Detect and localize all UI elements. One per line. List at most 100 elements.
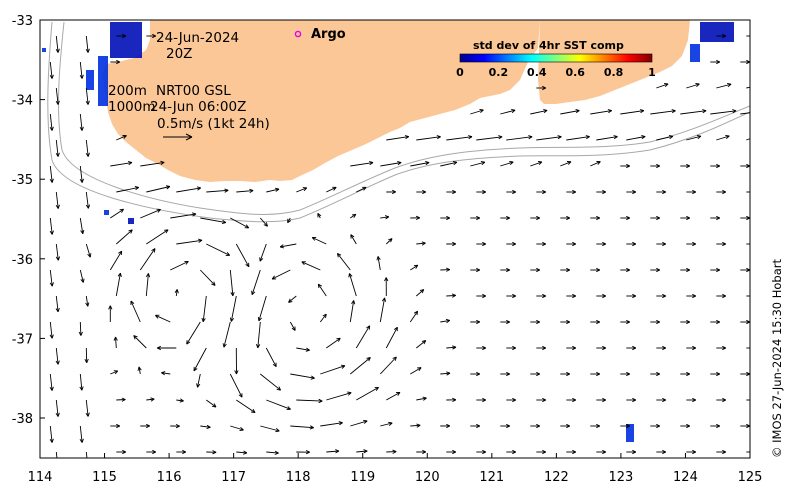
current-arrow bbox=[746, 138, 750, 141]
lat-axis: -33 -34 -35 -36 -37 -38 bbox=[12, 14, 45, 427]
current-arrowhead bbox=[662, 189, 667, 195]
scale-label: 0.5m/s (1kt 24h) bbox=[157, 116, 270, 132]
lon-tick-label: 115 bbox=[92, 470, 117, 485]
current-arrowhead bbox=[164, 229, 169, 234]
colorbar bbox=[459, 53, 653, 63]
current-arrow bbox=[55, 451, 58, 458]
current-arrow bbox=[409, 310, 418, 323]
current-arrowhead bbox=[602, 189, 607, 195]
current-arrowhead bbox=[512, 397, 517, 403]
current-arrowhead bbox=[480, 160, 486, 166]
current-arrowhead bbox=[662, 449, 667, 455]
current-arrowhead bbox=[572, 293, 577, 299]
current-arrow bbox=[140, 208, 161, 219]
current-arrow bbox=[356, 387, 379, 401]
current-arrow bbox=[500, 161, 514, 167]
current-arrowhead bbox=[602, 241, 607, 247]
current-arrow bbox=[55, 243, 59, 261]
current-arrowhead bbox=[118, 250, 123, 256]
current-arrow bbox=[193, 347, 207, 372]
current-arrowhead bbox=[762, 110, 766, 113]
current-arrowhead bbox=[332, 186, 337, 191]
current-arrowhead bbox=[234, 370, 239, 375]
current-arrow bbox=[49, 113, 53, 131]
current-arrowhead bbox=[476, 371, 481, 377]
current-arrow bbox=[530, 109, 548, 115]
current-arrowhead bbox=[133, 335, 138, 340]
current-arrowhead bbox=[506, 371, 511, 377]
current-arrow bbox=[716, 83, 732, 89]
current-arrowhead bbox=[238, 393, 243, 398]
current-arrow bbox=[350, 420, 368, 427]
current-arrow bbox=[289, 321, 296, 331]
current-arrowhead bbox=[255, 343, 261, 349]
contour-200m bbox=[58, 21, 750, 215]
current-arrowhead bbox=[145, 423, 151, 429]
current-arrowhead bbox=[78, 331, 83, 336]
current-arrow bbox=[260, 373, 281, 391]
current-arrowhead bbox=[482, 189, 487, 195]
current-arrow bbox=[206, 243, 230, 256]
current-arrow bbox=[301, 261, 321, 271]
current-arrowhead bbox=[692, 189, 697, 195]
current-arrowhead bbox=[340, 364, 346, 369]
current-arrow bbox=[266, 188, 280, 193]
lon-tick-label: 122 bbox=[544, 470, 569, 485]
sst-patch bbox=[690, 44, 700, 62]
current-arrowhead bbox=[732, 109, 737, 114]
current-arrow bbox=[560, 161, 572, 167]
current-arrowhead bbox=[85, 100, 90, 105]
current-arrowhead bbox=[452, 449, 457, 455]
current-arrowhead bbox=[222, 343, 227, 348]
current-arrowhead bbox=[338, 421, 343, 426]
current-arrowhead bbox=[221, 219, 227, 225]
current-vectors bbox=[49, 33, 766, 458]
current-arrow bbox=[197, 373, 201, 388]
current-arrowhead bbox=[156, 345, 161, 351]
current-arrowhead bbox=[506, 267, 511, 273]
current-arrowhead bbox=[656, 423, 661, 429]
current-arrowhead bbox=[279, 244, 285, 249]
current-arrow bbox=[380, 422, 393, 427]
current-arrowhead bbox=[79, 74, 84, 79]
current-arrow bbox=[410, 367, 422, 375]
current-arrowhead bbox=[596, 215, 601, 221]
current-arrowhead bbox=[127, 160, 133, 166]
current-arrowhead bbox=[374, 386, 379, 391]
current-arrowhead bbox=[752, 34, 756, 37]
current-arrowhead bbox=[393, 326, 398, 332]
current-arrowhead bbox=[512, 189, 517, 195]
current-arrow bbox=[440, 161, 457, 167]
current-arrowhead bbox=[113, 336, 118, 341]
current-arrow bbox=[440, 372, 451, 375]
current-arrow bbox=[317, 283, 327, 297]
current-arrowhead bbox=[212, 450, 217, 455]
current-arrow bbox=[176, 399, 184, 402]
lon-tick-label: 118 bbox=[286, 470, 311, 485]
current-arrowhead bbox=[249, 188, 254, 193]
current-arrow bbox=[260, 425, 280, 432]
current-arrowhead bbox=[746, 319, 750, 325]
current-arrowhead bbox=[452, 397, 457, 403]
contour-1000m bbox=[47, 21, 750, 223]
current-arrowhead bbox=[482, 293, 487, 299]
current-arrowhead bbox=[662, 293, 667, 299]
current-arrow bbox=[626, 136, 646, 141]
current-arrowhead bbox=[692, 345, 697, 351]
current-arrowhead bbox=[746, 215, 750, 221]
current-arrow bbox=[116, 135, 127, 141]
current-arrowhead bbox=[752, 398, 756, 401]
current-arrowhead bbox=[309, 425, 314, 430]
current-arrowhead bbox=[130, 300, 135, 306]
current-arrow bbox=[271, 269, 291, 280]
current-arrowhead bbox=[602, 345, 607, 351]
current-arrowhead bbox=[543, 108, 548, 114]
current-arrowhead bbox=[122, 33, 127, 39]
current-arrowhead bbox=[85, 48, 90, 53]
current-arrowhead bbox=[421, 340, 427, 345]
current-arrowhead bbox=[317, 283, 323, 289]
current-arrow bbox=[140, 161, 165, 167]
current-arrowhead bbox=[184, 260, 189, 265]
current-arrowhead bbox=[152, 449, 157, 455]
current-arrowhead bbox=[572, 397, 577, 403]
